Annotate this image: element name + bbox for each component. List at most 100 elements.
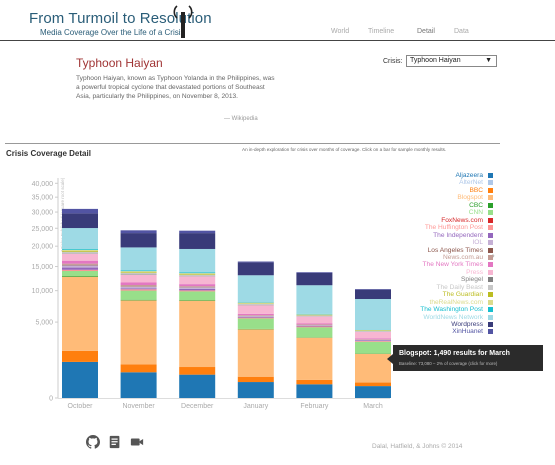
bar-segment[interactable]: [296, 272, 333, 273]
bar-segment[interactable]: [296, 324, 333, 326]
bar-segment[interactable]: [62, 213, 98, 229]
bar-segment[interactable]: [237, 305, 274, 314]
legend-item[interactable]: Press: [380, 269, 495, 276]
bar-segment[interactable]: [179, 233, 216, 249]
bar-segment[interactable]: [296, 285, 333, 314]
legend-item[interactable]: AlterNet: [380, 179, 495, 186]
bar-segment[interactable]: [355, 386, 391, 398]
bar-segment[interactable]: [62, 249, 98, 251]
legend-item[interactable]: CBC: [380, 202, 495, 209]
bar-segment[interactable]: [62, 263, 98, 265]
bar-segment[interactable]: [179, 367, 216, 375]
legend-item[interactable]: Wordpress: [380, 321, 495, 328]
bar-segment[interactable]: [62, 269, 98, 271]
bar-segment[interactable]: [179, 287, 216, 289]
legend-item[interactable]: Spiegel: [380, 276, 495, 283]
legend-item[interactable]: BBC: [380, 187, 495, 194]
bar-segment[interactable]: [179, 300, 216, 301]
bar-segment[interactable]: [179, 374, 216, 398]
legend-item[interactable]: The Daily Beast: [380, 284, 495, 291]
bar-segment[interactable]: [237, 262, 274, 276]
bar-segment[interactable]: [179, 291, 216, 301]
bar-segment[interactable]: [355, 330, 391, 332]
bar-segment[interactable]: [296, 327, 333, 338]
bar-segment[interactable]: [62, 251, 98, 254]
bar-segment[interactable]: [62, 276, 98, 351]
legend-item[interactable]: FoxNews.com: [380, 217, 495, 224]
bar-segment[interactable]: [355, 382, 391, 387]
bar-segment[interactable]: [237, 329, 274, 377]
bar-segment[interactable]: [296, 325, 333, 326]
bar-segment[interactable]: [179, 230, 216, 234]
crisis-select[interactable]: Typhoon Haiyan ▼: [406, 55, 497, 67]
bar-segment[interactable]: [355, 289, 391, 300]
legend-item[interactable]: Aljazeera: [380, 172, 495, 179]
bar-segment[interactable]: [120, 300, 157, 365]
bar-segment[interactable]: [120, 233, 157, 248]
legend-item[interactable]: Los Angeles Times: [380, 247, 495, 254]
bar-segment[interactable]: [179, 300, 216, 368]
bar-segment[interactable]: [120, 271, 157, 273]
nav-detail[interactable]: Detail: [417, 28, 435, 35]
bar-segment[interactable]: [179, 288, 216, 291]
bar-segment[interactable]: [120, 272, 157, 273]
legend-item[interactable]: News.com.au: [380, 254, 495, 261]
bar-segment[interactable]: [237, 376, 274, 383]
bar-segment[interactable]: [120, 230, 157, 234]
bar-segment[interactable]: [237, 302, 274, 304]
bar-segment[interactable]: [355, 289, 391, 290]
bar-segment[interactable]: [120, 364, 157, 373]
bar-segment[interactable]: [120, 286, 157, 289]
bar-segment[interactable]: [62, 260, 98, 264]
bar-segment[interactable]: [355, 341, 391, 354]
bar-segment[interactable]: [296, 316, 333, 324]
legend-item[interactable]: The Washington Post: [380, 306, 495, 313]
legend-item[interactable]: Blogspot: [380, 194, 495, 201]
bar-segment[interactable]: [296, 384, 333, 398]
bar-segment[interactable]: [296, 323, 333, 325]
bar-segment[interactable]: [120, 247, 157, 271]
bar-segment[interactable]: [120, 282, 157, 286]
legend-item[interactable]: The New York Times: [380, 261, 495, 268]
bar-segment[interactable]: [179, 284, 216, 287]
nav-data[interactable]: Data: [454, 28, 469, 35]
bar-segment[interactable]: [120, 272, 157, 275]
bar-segment[interactable]: [355, 299, 391, 330]
bar-segment[interactable]: [237, 261, 274, 263]
bar-segment[interactable]: [179, 273, 216, 275]
bar-segment[interactable]: [179, 290, 216, 292]
bar-segment[interactable]: [296, 337, 333, 380]
legend-item[interactable]: CNN: [380, 209, 495, 216]
nav-world[interactable]: World: [331, 28, 350, 35]
bar-segment[interactable]: [62, 208, 98, 214]
bar-segment[interactable]: [355, 340, 391, 342]
bar-segment[interactable]: [62, 267, 98, 270]
bar-segment[interactable]: [62, 276, 98, 277]
bar-segment[interactable]: [120, 288, 157, 290]
bar-segment[interactable]: [355, 341, 391, 342]
document-icon[interactable]: [108, 435, 122, 449]
bar-segment[interactable]: [62, 250, 98, 252]
legend-item[interactable]: XinHuanet: [380, 328, 495, 335]
bar-segment[interactable]: [237, 316, 274, 318]
bar-segment[interactable]: [237, 275, 274, 303]
bar-segment[interactable]: [179, 274, 216, 277]
bar-segment[interactable]: [237, 316, 274, 317]
bar-segment[interactable]: [355, 353, 391, 383]
bar-segment[interactable]: [296, 325, 333, 327]
legend-item[interactable]: The Independent: [380, 232, 495, 239]
bar-segment[interactable]: [237, 382, 274, 398]
legend-item[interactable]: theRealNews.com: [380, 299, 495, 306]
bar-segment[interactable]: [296, 314, 333, 315]
bar-segment[interactable]: [237, 315, 274, 316]
legend-item[interactable]: WorldNews Network: [380, 314, 495, 321]
bar-segment[interactable]: [296, 315, 333, 317]
bar-segment[interactable]: [62, 350, 98, 362]
legend-item[interactable]: The Huffington Post: [380, 224, 495, 231]
bar-segment[interactable]: [237, 318, 274, 329]
bar-segment[interactable]: [120, 290, 157, 300]
bar-segment[interactable]: [120, 285, 157, 287]
bar-segment[interactable]: [296, 379, 333, 385]
github-icon[interactable]: [86, 435, 100, 449]
bar-segment[interactable]: [355, 339, 391, 341]
